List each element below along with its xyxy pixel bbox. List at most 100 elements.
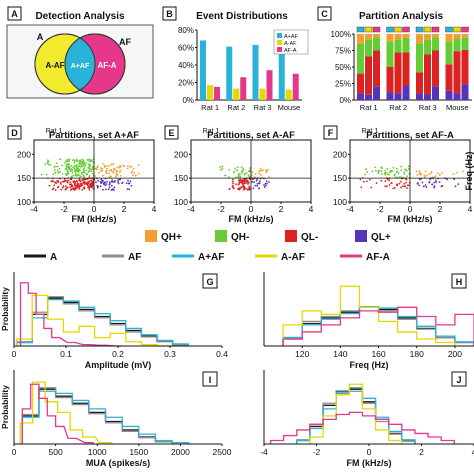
panel-d-point: [103, 183, 106, 186]
panel-e-xtick-label: -4: [187, 204, 195, 214]
panel-f-point: [385, 185, 388, 188]
panel-d-point: [110, 180, 113, 183]
panel-d-point: [108, 172, 111, 175]
panel-d-point: [75, 158, 78, 161]
panel-c-bar-segment: [432, 37, 439, 51]
panel-d-point: [117, 181, 120, 183]
panel-f-point: [416, 174, 419, 176]
panel-d-ytick-label: 150: [17, 173, 31, 183]
panel-f-point: [395, 167, 398, 170]
panel-f-point: [386, 167, 389, 170]
panel-d-point: [54, 172, 57, 174]
panel-f-point: [453, 178, 456, 181]
panel-j-xlabel: FM (kHz/s): [347, 458, 392, 468]
panel-e-point: [263, 186, 266, 188]
panel-f-point: [389, 169, 392, 172]
panel-c-bar-segment: [453, 38, 461, 52]
panel-d-point: [69, 186, 72, 189]
panel-f-point: [403, 185, 406, 188]
panel-f-point: [415, 170, 418, 173]
panel-d-point: [114, 176, 117, 179]
panel-j-series-a: [296, 388, 416, 444]
panel-d-point: [103, 166, 106, 168]
panel-d-point: [72, 188, 75, 190]
panel-d-point: [126, 167, 129, 170]
panel-e-point: [256, 185, 259, 187]
panel-j-xtick-label: 4: [472, 447, 474, 457]
panel-b-bar: [252, 44, 259, 100]
panel-d-point: [128, 188, 131, 191]
panel-d-point: [51, 180, 54, 183]
panel-e-point: [249, 169, 251, 172]
panel-i-ylabel: Probability: [0, 385, 10, 429]
panel-f-letter: F: [328, 128, 334, 138]
panel-d-point: [129, 180, 132, 183]
panel-e-point: [240, 186, 243, 189]
panel-d-point: [64, 162, 67, 164]
panel-f-point: [380, 166, 383, 169]
legend-set-label: A: [50, 252, 57, 263]
panel-c-bar-segment: [432, 34, 439, 38]
panel-f-point: [426, 174, 429, 177]
panel-d-point: [56, 169, 59, 172]
panel-d-point: [57, 186, 59, 189]
panel-f-point: [452, 173, 455, 175]
panel-d-point: [80, 164, 83, 167]
panel-d-point: [64, 185, 67, 188]
panel-f-point: [456, 171, 458, 174]
panel-f-point: [421, 181, 424, 184]
panel-g-xtick-label: 0.1: [60, 349, 72, 359]
panel-b-legend-swatch: [277, 40, 282, 45]
panel-e-point: [258, 172, 260, 175]
panel-e-point: [241, 180, 244, 183]
panel-d-point: [104, 188, 107, 191]
panel-d-point: [96, 186, 99, 189]
panel-f-point: [403, 172, 406, 175]
panel-d-point: [97, 171, 100, 174]
panel-e-point: [242, 167, 244, 170]
panel-c-set-marker: [415, 26, 424, 33]
panel-d-point: [85, 169, 88, 172]
panel-c-ytick-label: 75%: [335, 47, 351, 56]
panel-d-point: [68, 183, 71, 186]
panel-c-bar-segment: [373, 34, 380, 38]
panel-f-point: [384, 180, 387, 183]
panel-f-point: [423, 175, 426, 178]
panel-e-point: [234, 167, 237, 170]
panel-d-point: [82, 182, 84, 185]
panel-e-ytick-label: 100: [174, 197, 188, 207]
panel-g-ylabel: Probability: [0, 287, 10, 331]
panel-e-point: [248, 175, 251, 178]
panel-d-point: [97, 165, 99, 168]
panel-d-point: [118, 166, 120, 169]
panel-f-point: [395, 171, 398, 174]
panel-d-point: [107, 165, 109, 168]
panel-d-point: [110, 170, 113, 173]
panel-e-point: [240, 166, 243, 169]
panel-j-letter: J: [456, 375, 461, 385]
panel-d-point: [72, 166, 75, 168]
panel-g-xtick-label: 0: [12, 349, 17, 359]
panel-f-point: [369, 178, 371, 181]
panel-d-point: [75, 159, 78, 162]
panel-f-point: [400, 169, 403, 172]
panel-d-point: [113, 168, 116, 171]
panel-f-point: [405, 181, 407, 184]
panel-d-point: [125, 182, 128, 185]
panel-d-point: [73, 161, 76, 164]
legend-quadrant-swatch: [285, 230, 297, 242]
panel-e-point: [237, 179, 240, 182]
panel-e-point: [247, 174, 250, 177]
panel-c-bar-segment: [386, 41, 394, 67]
panel-f-letter-box: [323, 125, 338, 140]
panel-d-ytick-label: 200: [17, 149, 31, 159]
panel-c-bar-segment: [445, 64, 453, 91]
panel-f-point: [374, 169, 377, 172]
panel-f-point: [359, 178, 362, 181]
panel-e-point: [265, 184, 267, 187]
venn-region-a-plus-af: A+AF: [71, 63, 90, 70]
panel-b-title: Event Distributions: [196, 11, 288, 22]
venn-label-af: AF: [119, 37, 131, 47]
panel-d-point: [102, 162, 104, 165]
panel-e-point: [242, 185, 245, 187]
